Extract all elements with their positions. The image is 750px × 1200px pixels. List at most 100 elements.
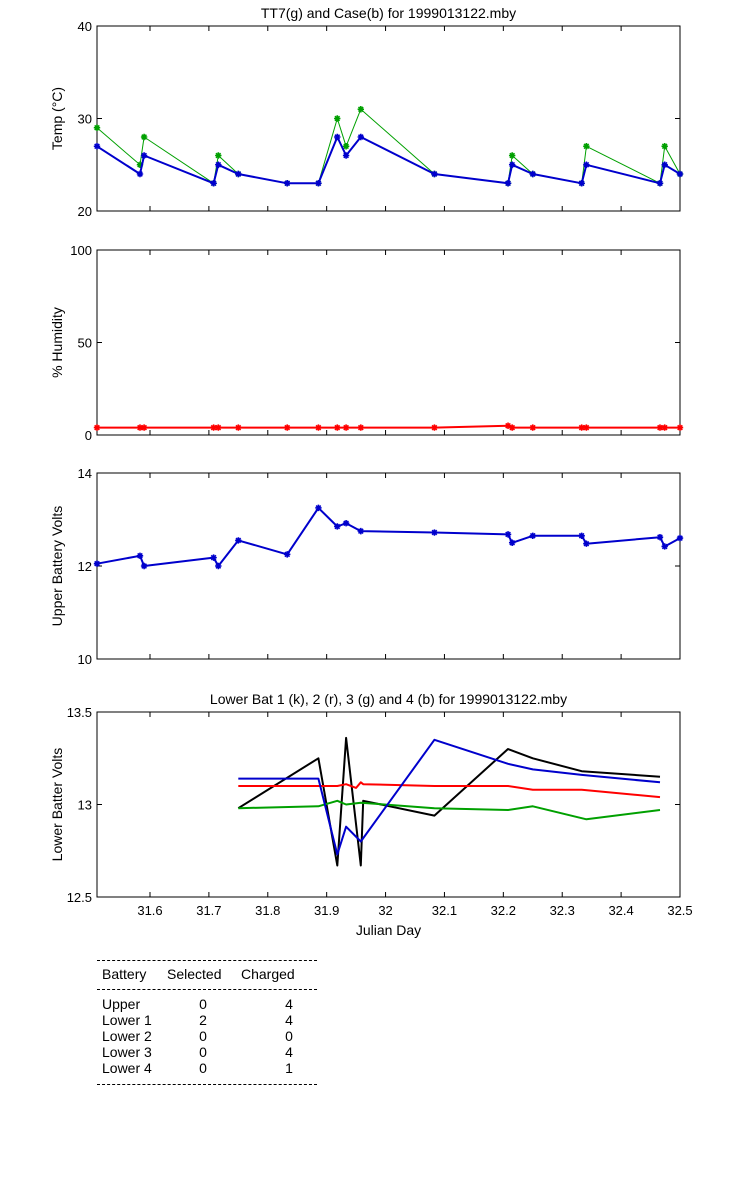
data-point <box>235 537 242 544</box>
x-tick-label: 31.9 <box>314 903 339 918</box>
cell-selected: 0 <box>199 1044 207 1060</box>
data-point <box>504 422 512 429</box>
data-point <box>334 424 341 431</box>
data-point <box>431 529 438 536</box>
table-row: Lower 1 2 4 <box>97 1012 317 1028</box>
data-point <box>529 532 536 539</box>
cell-battery: Lower 3 <box>102 1044 152 1060</box>
series-line-4-3 <box>238 799 661 821</box>
data-point <box>140 133 148 141</box>
data-point <box>93 424 101 431</box>
data-point <box>431 170 438 178</box>
plot-frame-3 <box>96 472 681 660</box>
data-point <box>136 170 144 178</box>
data-point <box>315 424 322 431</box>
data-point <box>215 161 222 168</box>
data-point <box>334 133 341 141</box>
data-point <box>578 532 585 539</box>
data-point <box>661 143 668 150</box>
y-tick-label: 10 <box>78 652 92 667</box>
cell-selected: 0 <box>199 1028 207 1044</box>
x-axis-label: Julian Day <box>356 922 421 938</box>
series-line-1-2 <box>96 136 681 185</box>
y-axis-label-1: Temp (°C) <box>49 87 65 150</box>
data-point <box>215 424 222 431</box>
y-tick-label: 20 <box>78 204 92 219</box>
data-point <box>676 424 684 431</box>
data-point <box>529 170 536 178</box>
cell-battery: Lower 4 <box>102 1060 152 1076</box>
data-point <box>334 523 341 530</box>
y-tick-label: 0 <box>85 428 92 443</box>
data-point <box>210 180 217 187</box>
table-row: Lower 4 0 1 <box>97 1060 317 1076</box>
cell-charged: 0 <box>285 1028 293 1044</box>
y-tick-label: 13 <box>78 798 92 813</box>
table-body: Upper 0 4 Lower 1 2 4 Lower 2 0 0 Lower … <box>97 996 317 1076</box>
data-point <box>661 424 668 431</box>
charts-figure: 20 30 40 TT7(g) and Case(b) for 1999013122.… <box>49 5 693 938</box>
data-point <box>656 180 664 187</box>
cell-battery: Upper <box>102 996 141 1012</box>
data-point <box>508 152 516 159</box>
data-point <box>140 152 148 159</box>
table-row: Lower 2 0 0 <box>97 1028 317 1044</box>
battery-table: Battery Selected Charged Upper 0 4 Lower… <box>97 960 317 1085</box>
table-rule-bottom <box>97 1084 317 1085</box>
cell-selected: 0 <box>199 996 207 1012</box>
table-row: Lower 3 0 4 <box>97 1044 317 1060</box>
data-point <box>578 424 585 431</box>
x-tick-label: 32.1 <box>432 903 457 918</box>
data-point <box>334 115 341 122</box>
x-tick-label: 32.3 <box>550 903 575 918</box>
x-tick-label: 31.7 <box>196 903 221 918</box>
data-point <box>210 424 217 431</box>
data-point <box>583 143 590 150</box>
data-point <box>504 531 512 538</box>
data-point <box>93 143 101 150</box>
plot-frame-1 <box>96 25 681 212</box>
chart-title-1: TT7(g) and Case(b) for 1999013122.mby <box>261 5 516 21</box>
cell-selected: 0 <box>199 1060 207 1076</box>
data-point <box>342 520 350 527</box>
y-tick-label: 12.5 <box>67 890 92 905</box>
data-point <box>140 562 148 570</box>
header-selected: Selected <box>167 966 222 982</box>
data-point <box>676 534 684 542</box>
data-point <box>284 551 291 558</box>
cell-charged: 4 <box>285 1044 293 1060</box>
data-point <box>342 152 350 159</box>
data-point <box>508 539 516 546</box>
data-point <box>578 180 585 187</box>
cell-charged: 1 <box>285 1060 293 1076</box>
data-point <box>508 161 516 168</box>
plot-frame-2 <box>96 249 681 436</box>
y-axis-label-4: Lower Batter Volts <box>49 748 65 862</box>
y-tick-label: 40 <box>78 19 92 34</box>
data-point <box>284 424 291 431</box>
table-header-row: Battery Selected Charged <box>97 966 317 982</box>
data-point <box>136 161 144 168</box>
data-point <box>583 424 590 431</box>
x-tick-label: 32.2 <box>491 903 516 918</box>
series-line-4-1 <box>237 736 661 867</box>
data-point <box>136 424 144 431</box>
table-row: Upper 0 4 <box>97 996 317 1012</box>
data-point <box>235 424 242 431</box>
data-point <box>342 143 350 150</box>
data-point <box>210 554 217 561</box>
cell-battery: Lower 2 <box>102 1028 152 1044</box>
data-point <box>661 161 668 168</box>
data-point <box>357 424 365 431</box>
y-tick-label: 13.5 <box>67 705 92 720</box>
x-tick-label: 32 <box>378 903 392 918</box>
series-line-4-2 <box>238 781 661 799</box>
cell-selected: 2 <box>199 1012 207 1028</box>
data-point <box>676 170 684 178</box>
data-point <box>315 180 322 187</box>
header-battery: Battery <box>102 966 147 982</box>
x-tick-label: 32.5 <box>667 903 692 918</box>
data-point <box>93 560 101 567</box>
y-tick-label: 30 <box>78 112 92 127</box>
data-point <box>656 424 664 431</box>
